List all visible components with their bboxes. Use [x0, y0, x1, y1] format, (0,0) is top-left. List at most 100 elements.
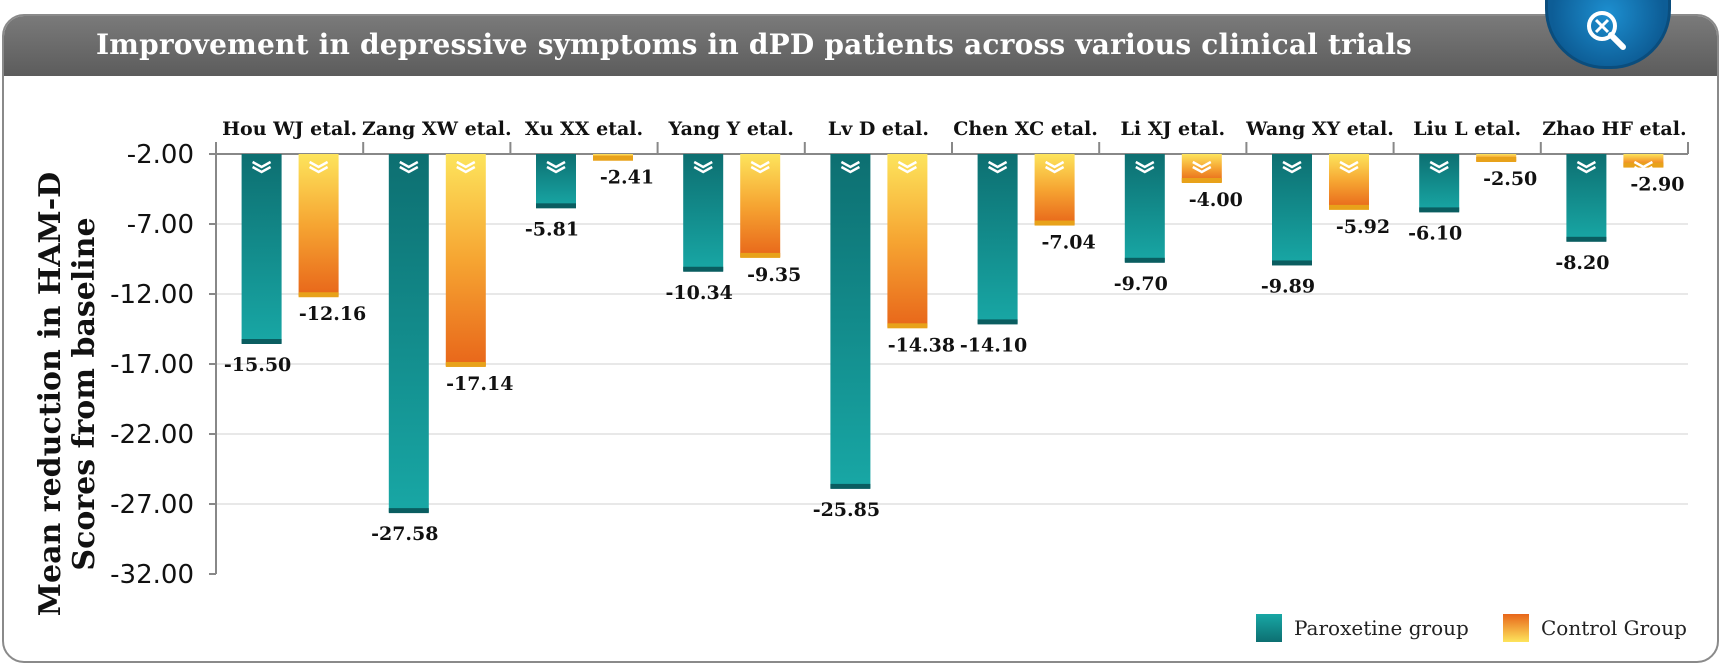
paroxetine-bar [683, 154, 724, 272]
chevron-mark [546, 165, 566, 174]
control-bar [740, 154, 781, 258]
control-bar [1476, 154, 1517, 162]
data-label: -25.85 [813, 499, 880, 521]
y-axis-title-line: Mean reduction in HAM-D [33, 172, 68, 616]
chevron-mark [456, 165, 476, 174]
paroxetine-bar [977, 154, 1018, 325]
bar-end-cap [1476, 157, 1517, 162]
bar-body [1419, 154, 1460, 212]
chevron-mark [1192, 160, 1212, 169]
bar-end-cap [298, 292, 339, 298]
chart-title: Improvement in depressive symptoms in dP… [95, 28, 1413, 61]
chevron-mark [1339, 165, 1359, 174]
paroxetine-bar [241, 154, 282, 344]
chevron-mark [1633, 165, 1654, 174]
chevron-mark [987, 160, 1008, 169]
category-label: Li XJ etal. [1121, 118, 1226, 140]
data-label: -17.14 [446, 373, 513, 395]
y-axis-title: Mean reduction in HAM-DScores from basel… [33, 172, 102, 616]
bar-body [887, 154, 928, 328]
chevron-mark [693, 165, 713, 174]
chart-frame: Improvement in depressive symptoms in dP… [2, 14, 1719, 663]
control-bar [1329, 154, 1369, 210]
bar-end-cap [740, 252, 781, 258]
paroxetine-bar [1566, 154, 1607, 242]
chevron-mark [1429, 160, 1449, 169]
control-bar [445, 154, 486, 367]
chevron-mark [1429, 165, 1449, 174]
data-labels: -15.50 -27.58 -5.81 -10.34 -25.85 -14.10 -9.70… [224, 167, 1685, 545]
data-label: -8.20 [1555, 252, 1609, 274]
chevron-mark [1044, 165, 1065, 174]
chevron-mark [399, 160, 419, 169]
data-label: -15.50 [224, 354, 291, 376]
bar-end-cap [593, 155, 633, 161]
axes [215, 142, 1689, 574]
bar-end-cap [887, 323, 928, 329]
data-label: -14.38 [888, 334, 955, 356]
bar-end-cap [1034, 220, 1075, 226]
y-tick-label: -22.00 [110, 420, 194, 450]
bar-end-cap [1181, 178, 1222, 183]
chevron-mark [546, 160, 566, 169]
bar-body [536, 154, 576, 208]
chevron-mark [1282, 160, 1302, 169]
y-axis-title-line: Scores from baseline [67, 217, 102, 570]
bar-end-cap [241, 339, 282, 344]
category-label: Hou WJ etal. [222, 118, 357, 140]
category-label: Chen XC etal. [953, 118, 1098, 140]
bar-body [830, 154, 871, 488]
category-label: Lv D etal. [828, 118, 929, 140]
data-label: -7.04 [1042, 232, 1096, 254]
data-label: -5.92 [1336, 216, 1390, 238]
paroxetine-bar [1272, 154, 1312, 266]
chevron-mark [693, 160, 713, 169]
bar-end-cap [536, 203, 576, 209]
control-bar [1034, 154, 1075, 226]
bar-end-cap [1419, 207, 1460, 213]
category-label: Yang Y etal. [668, 118, 794, 140]
paroxetine-bar [536, 154, 576, 209]
data-label: -10.34 [666, 282, 733, 304]
title-bar: Improvement in depressive symptoms in dP… [4, 16, 1717, 76]
legend-item-control: Control Group [1503, 612, 1687, 644]
y-tick-label: -32.00 [110, 560, 194, 590]
category-label: Zhao HF etal. [1542, 118, 1686, 140]
control-bar [1181, 154, 1222, 183]
bar-body [241, 154, 282, 343]
y-axis-title: Mean reduction in HAM-DScores from basel… [33, 172, 102, 616]
chevron-mark [987, 165, 1008, 174]
bar-body [1329, 154, 1369, 209]
bar-end-cap [1272, 260, 1312, 266]
data-label: -14.10 [960, 334, 1027, 356]
chevron-mark [1044, 160, 1065, 169]
data-label: -27.58 [371, 523, 438, 545]
bar-body [388, 154, 429, 513]
chevron-mark [1339, 160, 1359, 169]
data-label: -9.89 [1261, 275, 1315, 297]
bar-end-cap [1329, 204, 1369, 210]
bar-end-cap [830, 483, 871, 489]
control-bar [1623, 154, 1664, 174]
bar-body [683, 154, 724, 271]
legend-label-control: Control Group [1541, 616, 1687, 640]
data-label: -5.81 [525, 218, 579, 240]
data-label: -2.41 [600, 167, 654, 189]
category-label: Xu XX etal. [525, 118, 643, 140]
bar-end-cap [445, 361, 486, 367]
magnifier-zoom-icon [1587, 11, 1626, 50]
data-label: -2.50 [1483, 168, 1537, 190]
y-axis-ticks: -2.00 -7.00 -12.00 -17.00 -22.00 -27.00 -32.00 [110, 140, 216, 590]
data-label: -6.10 [1408, 222, 1462, 244]
chevron-mark [308, 160, 329, 169]
bar-body [445, 154, 486, 366]
chevron-mark [1576, 165, 1597, 174]
paroxetine-bar [830, 154, 871, 489]
control-bar [298, 154, 339, 298]
chevron-mark [840, 160, 861, 169]
chevron-mark [1135, 160, 1155, 169]
bar-body [740, 154, 781, 257]
legend-item-paroxetine: Paroxetine group [1256, 612, 1469, 644]
legend-swatch-paroxetine [1256, 614, 1282, 642]
